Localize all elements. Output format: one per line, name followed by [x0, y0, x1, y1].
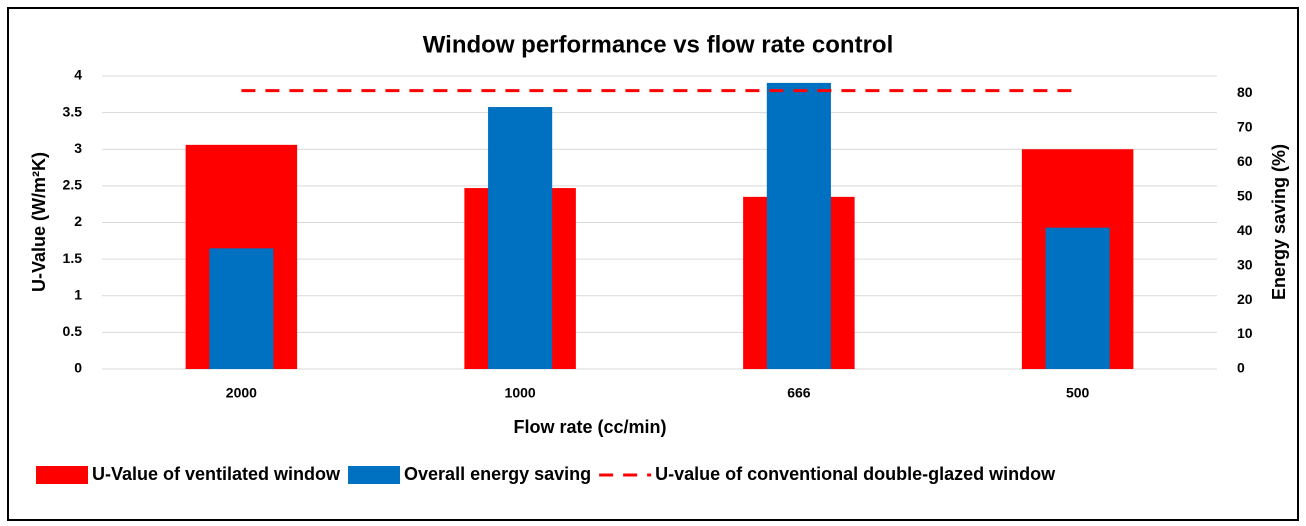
legend-label: U-Value of ventilated window — [92, 464, 341, 484]
legend-swatch — [348, 466, 401, 484]
y-tick-label: 2.5 — [63, 177, 83, 193]
bar — [488, 107, 553, 369]
y2-tick-label: 60 — [1237, 153, 1253, 169]
y-tick-label: 0.5 — [63, 323, 83, 339]
legend-label: Overall energy saving — [404, 464, 591, 484]
y2-tick-label: 20 — [1237, 291, 1253, 307]
y2-tick-label: 10 — [1237, 325, 1253, 341]
y2-tick-label: 30 — [1237, 256, 1253, 272]
legend-swatch — [36, 466, 88, 484]
x-tick-label: 2000 — [226, 385, 257, 401]
bar — [766, 82, 831, 370]
bar — [1045, 227, 1110, 369]
x-tick-label: 666 — [787, 385, 811, 401]
legend-label: U-value of conventional double-glazed wi… — [655, 464, 1056, 484]
y2-tick-label: 50 — [1237, 187, 1253, 203]
y-tick-label: 1.5 — [63, 250, 83, 266]
y2-tick-label: 70 — [1237, 118, 1253, 134]
y-axis-label: U-Value (W/m²K) — [29, 152, 49, 292]
x-axis-label: Flow rate (cc/min) — [513, 417, 666, 437]
y2-axis-label: Energy saving (%) — [1269, 144, 1289, 300]
y-tick-label: 0 — [74, 360, 82, 376]
y-tick-label: 3 — [74, 140, 82, 156]
y2-tick-label: 0 — [1237, 360, 1245, 376]
y-tick-label: 1 — [74, 286, 82, 302]
y2-tick-label: 40 — [1237, 222, 1253, 238]
chart-title: Window performance vs flow rate control — [423, 31, 894, 58]
bar — [209, 248, 274, 369]
y-tick-label: 4 — [74, 67, 82, 83]
x-tick-label: 1000 — [505, 385, 536, 401]
y-tick-label: 2 — [74, 213, 82, 229]
y2-tick-label: 80 — [1237, 84, 1253, 100]
y-tick-label: 3.5 — [63, 103, 83, 119]
x-tick-label: 500 — [1066, 385, 1090, 401]
